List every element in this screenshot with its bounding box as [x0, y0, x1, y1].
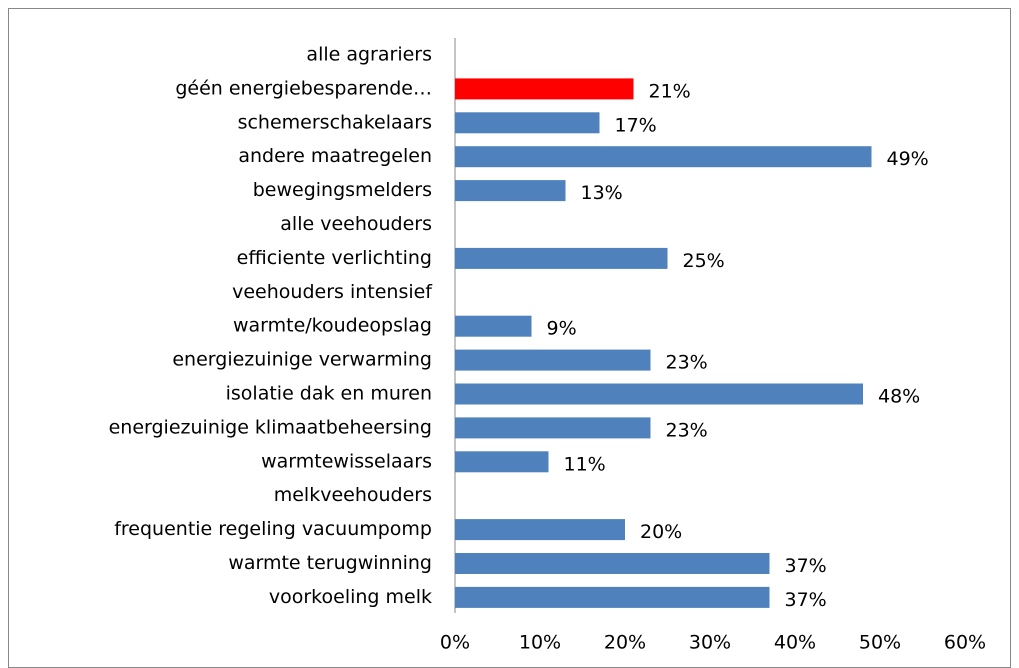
- bar: [455, 112, 600, 134]
- y-tick-label: warmtewisselaars: [261, 450, 432, 472]
- y-tick-label: warmte/koudeopslag: [233, 315, 432, 337]
- bar: [455, 315, 532, 337]
- x-tick-label: 40%: [774, 632, 816, 654]
- value-label: 48%: [878, 386, 920, 408]
- value-label: 49%: [887, 148, 929, 170]
- y-tick-label: géén energiebesparende…: [175, 77, 432, 99]
- y-tick-label: energiezuinige verwarming: [172, 349, 432, 371]
- x-tick-label: 0%: [440, 632, 470, 654]
- y-tick-label: alle agrariers: [306, 44, 432, 66]
- value-label: 13%: [581, 182, 623, 204]
- x-tick-label: 60%: [944, 632, 986, 654]
- y-tick-label: andere maatregelen: [238, 145, 432, 167]
- x-tick-label: 20%: [604, 632, 646, 654]
- x-tick-label: 50%: [859, 632, 901, 654]
- y-tick-label: bewegingsmelders: [253, 179, 432, 201]
- y-tick-label: veehouders intensief: [232, 281, 433, 303]
- value-label: 23%: [666, 352, 708, 374]
- bar: [455, 180, 566, 202]
- value-label: 9%: [547, 318, 577, 340]
- y-tick-label: efficiente verlichting: [237, 247, 432, 269]
- y-tick-label: energiezuinige klimaatbeheersing: [109, 416, 432, 438]
- y-tick-label: frequentie regeling vacuumpomp: [114, 518, 432, 540]
- bar: [455, 78, 634, 100]
- y-tick-label: warmte terugwinning: [228, 552, 432, 574]
- bar: [455, 146, 872, 168]
- bar: [455, 383, 863, 405]
- bar: [455, 553, 770, 574]
- y-tick-label: schemerschakelaars: [238, 111, 432, 133]
- value-label: 21%: [649, 80, 691, 102]
- bar: [455, 247, 668, 269]
- y-tick-label: voorkoeling melk: [269, 586, 432, 608]
- value-label: 37%: [785, 555, 827, 577]
- value-label: 20%: [640, 521, 682, 543]
- y-tick-label: melkveehouders: [274, 484, 432, 506]
- bar: [455, 586, 770, 608]
- value-label: 11%: [564, 453, 606, 475]
- value-label: 23%: [666, 419, 708, 441]
- value-label: 25%: [683, 250, 725, 272]
- value-label: 37%: [785, 589, 827, 611]
- y-tick-label: alle veehouders: [280, 213, 432, 235]
- value-label: 17%: [615, 114, 657, 136]
- bar: [455, 417, 651, 439]
- bar: [455, 349, 651, 371]
- y-tick-label: isolatie dak en muren: [226, 383, 432, 405]
- bar: [455, 451, 549, 473]
- bar: [455, 519, 625, 541]
- x-tick-label: 30%: [689, 632, 731, 654]
- x-tick-label: 10%: [519, 632, 561, 654]
